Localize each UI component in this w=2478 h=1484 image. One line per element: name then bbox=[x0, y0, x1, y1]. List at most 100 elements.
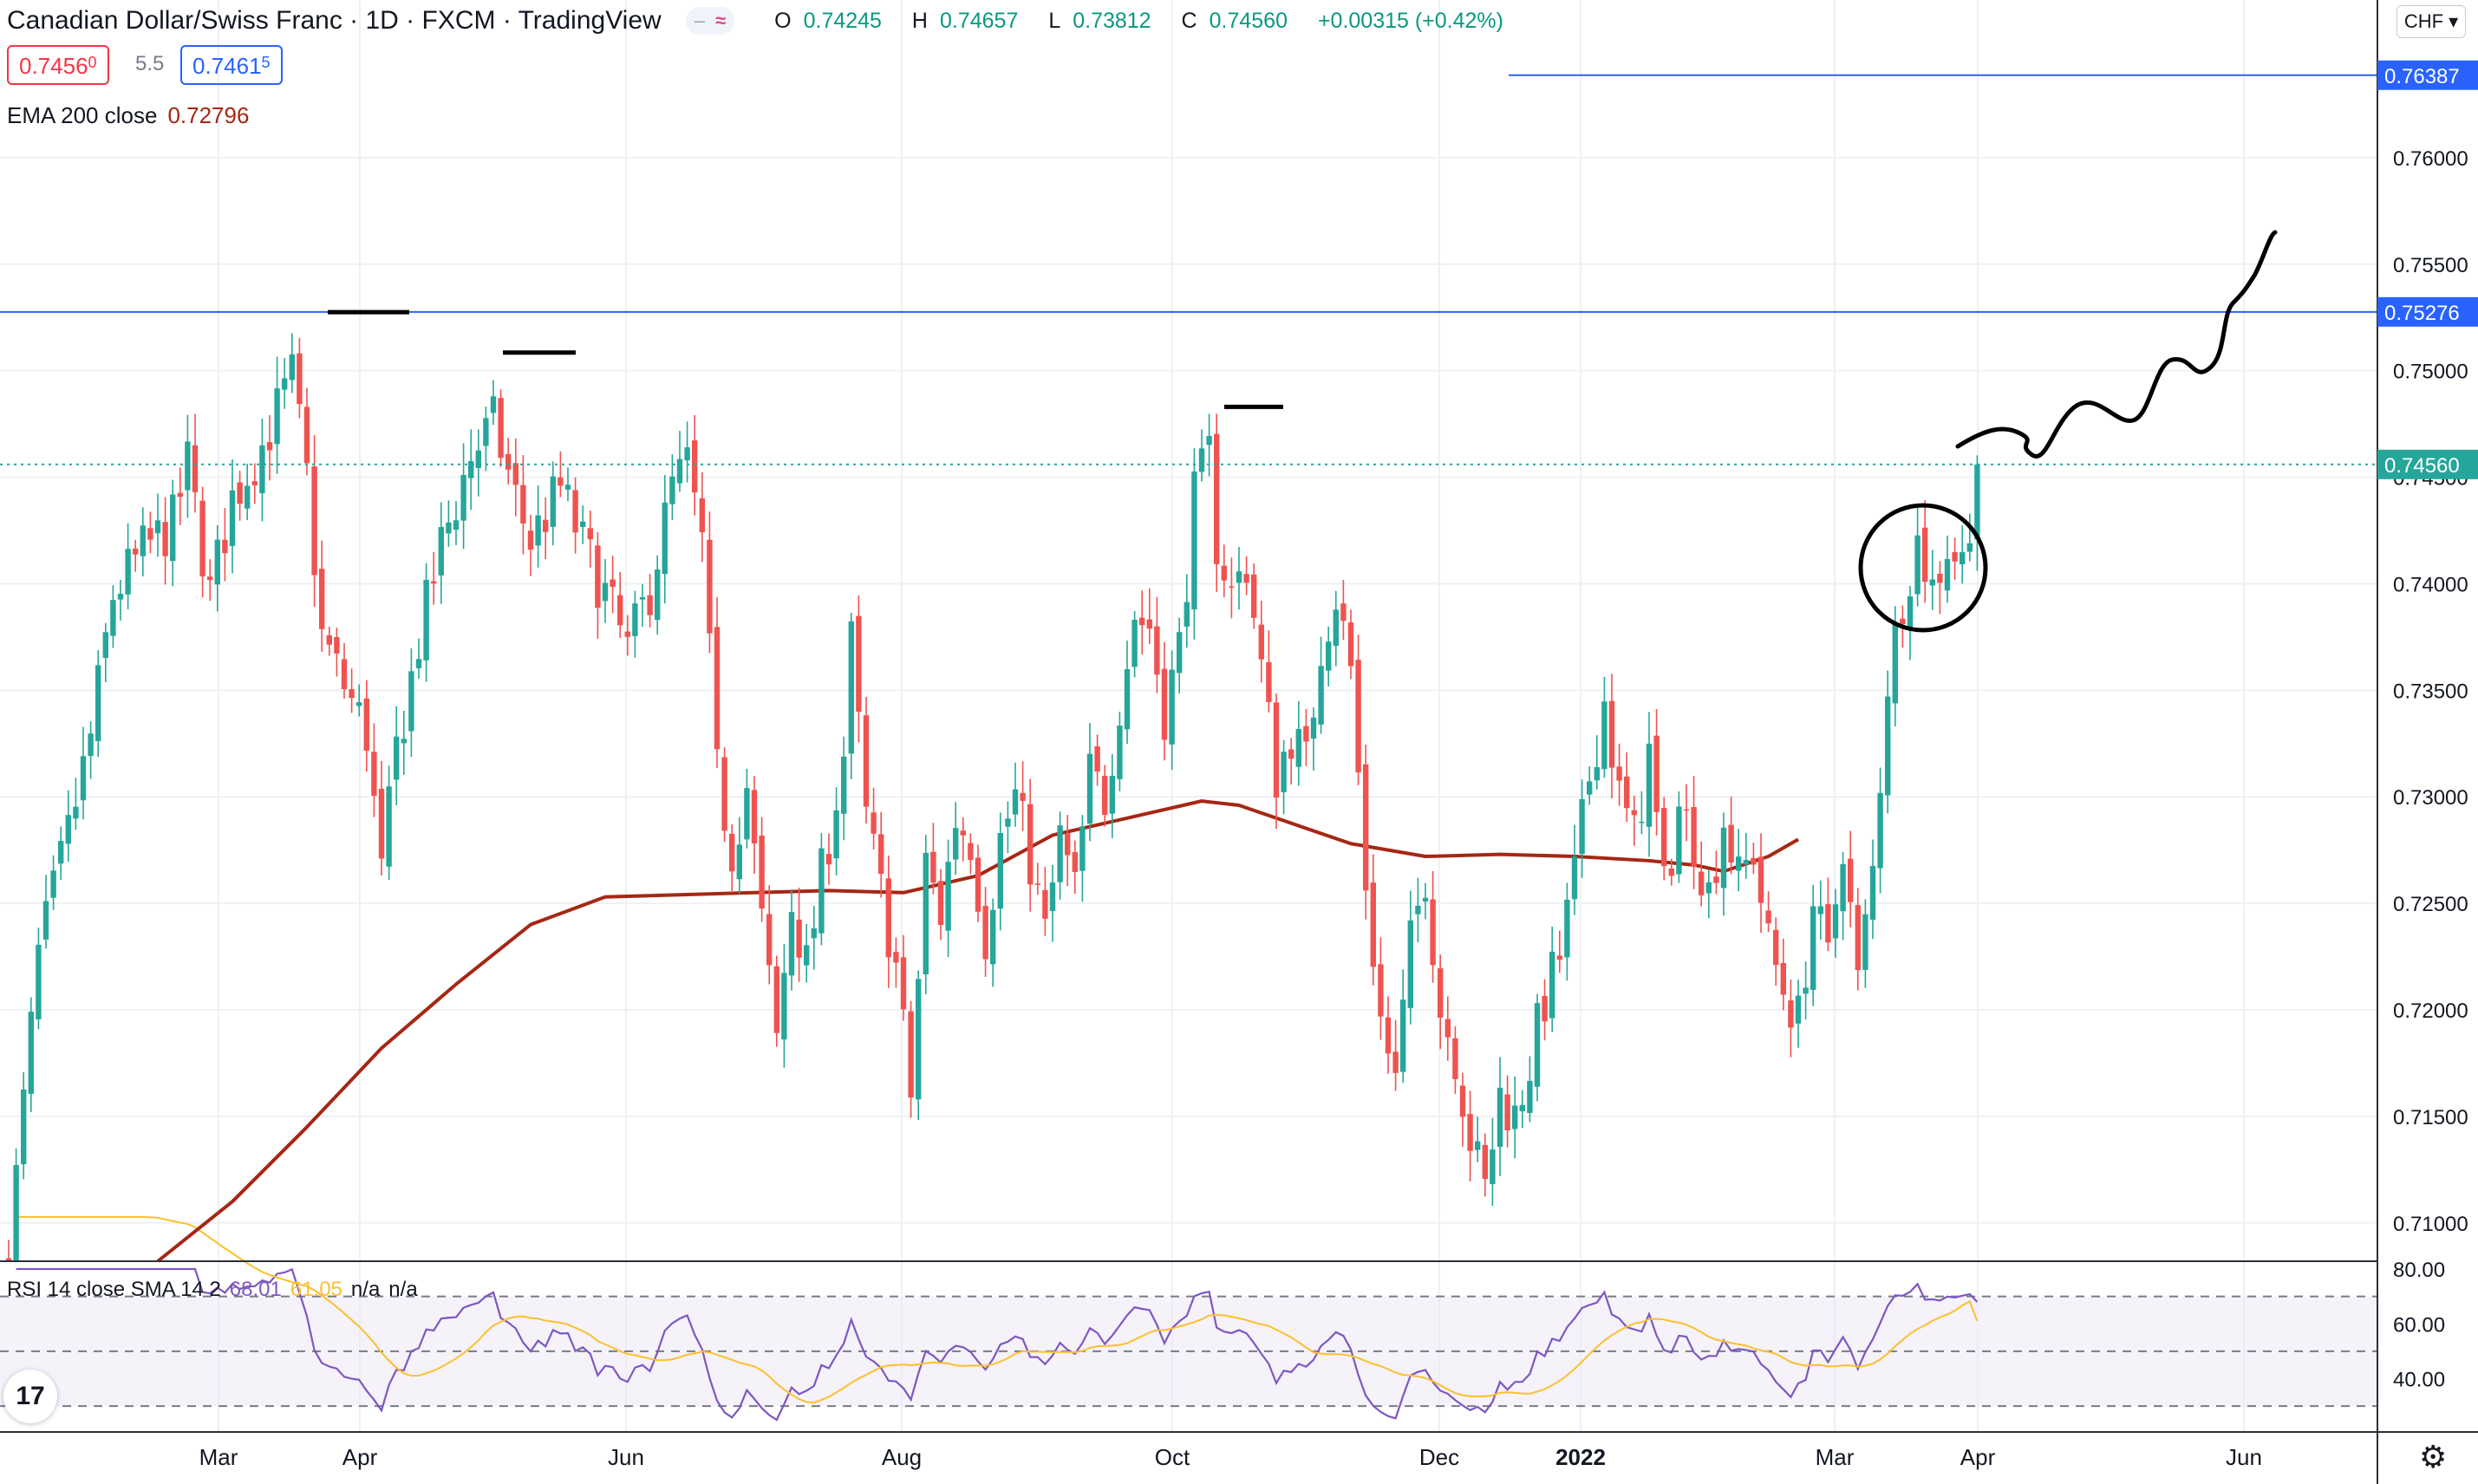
candle-body bbox=[1869, 866, 1876, 921]
candle-body bbox=[423, 579, 429, 661]
candle-body bbox=[945, 862, 951, 931]
rsi-sma-line bbox=[16, 1215, 1979, 1404]
candle-body bbox=[1676, 806, 1682, 875]
symbol-title[interactable]: Canadian Dollar/Swiss Franc · 1D · FXCM … bbox=[7, 6, 662, 35]
rsi-line bbox=[16, 1267, 1979, 1422]
candle-body bbox=[1877, 792, 1883, 869]
candle-body bbox=[833, 810, 839, 859]
candle-body bbox=[1415, 905, 1421, 914]
candle-body bbox=[259, 445, 265, 494]
candle-body bbox=[237, 482, 243, 504]
candle-body bbox=[1459, 1085, 1466, 1117]
candle-body bbox=[1326, 641, 1332, 671]
rsi-label: RSI 14 close SMA 14 2 bbox=[7, 1278, 221, 1301]
price-tick-label: 0.76000 bbox=[2393, 147, 2468, 171]
candle-body bbox=[438, 527, 444, 576]
candle-body bbox=[475, 450, 481, 468]
candle-body bbox=[1922, 527, 1928, 583]
candle-body bbox=[1691, 807, 1697, 867]
buy-price: 0.7461 bbox=[192, 53, 262, 79]
candle-body bbox=[73, 806, 79, 819]
candle-body bbox=[1117, 726, 1123, 779]
candle-body bbox=[1042, 889, 1048, 919]
currency-dropdown[interactable]: CHF ▾ bbox=[2396, 5, 2466, 38]
candle-body bbox=[558, 477, 564, 486]
candle-body bbox=[490, 396, 497, 413]
candle-body bbox=[968, 843, 974, 861]
candles bbox=[5, 333, 1980, 1261]
candle-body bbox=[1422, 897, 1429, 901]
time-tick-label: Apr bbox=[342, 1444, 378, 1470]
collapse-icon: ‒ bbox=[694, 10, 705, 31]
spread: 5.5 bbox=[135, 52, 165, 75]
candle-body bbox=[1527, 1080, 1533, 1113]
low-value: 0.73812 bbox=[1073, 8, 1151, 33]
tradingview-logo[interactable]: 17 bbox=[3, 1370, 57, 1423]
candle-body bbox=[5, 1258, 12, 1261]
price-tick-label: 0.73000 bbox=[2393, 786, 2468, 810]
candle-body bbox=[117, 593, 124, 600]
candle-body bbox=[1065, 833, 1071, 856]
candle-body bbox=[527, 530, 534, 550]
candle-body bbox=[1556, 955, 1562, 960]
candle-body bbox=[1385, 1017, 1392, 1054]
rsi-legend[interactable]: RSI 14 close SMA 14 2 68.01 61.05 n/a n/a bbox=[7, 1278, 418, 1302]
candle-body bbox=[251, 481, 258, 485]
candle-body bbox=[1900, 618, 1906, 625]
candle-body bbox=[453, 520, 460, 530]
candle-body bbox=[655, 569, 661, 621]
candle-body bbox=[1086, 753, 1093, 824]
candle-body bbox=[543, 519, 549, 532]
candle-body bbox=[102, 632, 108, 659]
candle-body bbox=[162, 522, 168, 556]
last-price-tag-bg bbox=[2377, 449, 2478, 479]
candle-body bbox=[975, 857, 981, 912]
candle-body bbox=[1214, 433, 1220, 564]
candle-body bbox=[1490, 1149, 1496, 1185]
candle-body bbox=[88, 733, 94, 757]
candle-body bbox=[349, 688, 355, 699]
candle-body bbox=[125, 549, 131, 595]
resistance-price-tag-bg bbox=[2377, 296, 2478, 327]
candle-body bbox=[773, 966, 779, 1033]
user-drawings bbox=[328, 230, 2278, 633]
candle-body bbox=[1221, 565, 1227, 581]
candle-body bbox=[356, 702, 362, 706]
candle-body bbox=[662, 502, 668, 575]
candle-body bbox=[1005, 818, 1011, 827]
time-tick-label: Aug bbox=[882, 1444, 922, 1470]
gear-icon[interactable]: ⚙ bbox=[2419, 1439, 2448, 1474]
candle-body bbox=[1855, 905, 1861, 971]
candle-body bbox=[1475, 1141, 1481, 1150]
candle-body bbox=[1608, 700, 1615, 768]
candle-body bbox=[766, 914, 773, 966]
sell-button[interactable]: 0.74560 bbox=[7, 45, 109, 85]
candle-body bbox=[50, 870, 56, 898]
candle-body bbox=[1601, 701, 1607, 770]
candle-body bbox=[1788, 1000, 1794, 1028]
indicator-toggle[interactable]: ‒ ≈ bbox=[685, 7, 735, 35]
candle-body bbox=[1683, 809, 1690, 811]
candle-body bbox=[58, 841, 64, 864]
buy-button[interactable]: 0.74615 bbox=[180, 45, 283, 85]
candle-body bbox=[1102, 776, 1108, 815]
high-value: 0.74657 bbox=[939, 8, 1019, 33]
candle-body bbox=[1653, 735, 1660, 812]
candle-body bbox=[498, 398, 504, 459]
sell-pip: 0 bbox=[88, 54, 97, 71]
top-price-tag-bg bbox=[2377, 60, 2478, 90]
resistance-price-tag: 0.75276 bbox=[2384, 302, 2460, 325]
time-tick-label: Jun bbox=[608, 1444, 644, 1470]
candle-body bbox=[245, 485, 251, 509]
rsi-value: 68.01 bbox=[229, 1278, 282, 1301]
candle-body bbox=[871, 812, 877, 834]
candle-body bbox=[1668, 868, 1674, 876]
candle-body bbox=[1177, 632, 1183, 674]
ema-legend[interactable]: EMA 200 close 0.72796 bbox=[7, 102, 249, 129]
candle-body bbox=[1370, 882, 1376, 967]
candle-body bbox=[1825, 904, 1831, 943]
candle-body bbox=[1780, 962, 1786, 995]
candle-body bbox=[303, 407, 310, 464]
